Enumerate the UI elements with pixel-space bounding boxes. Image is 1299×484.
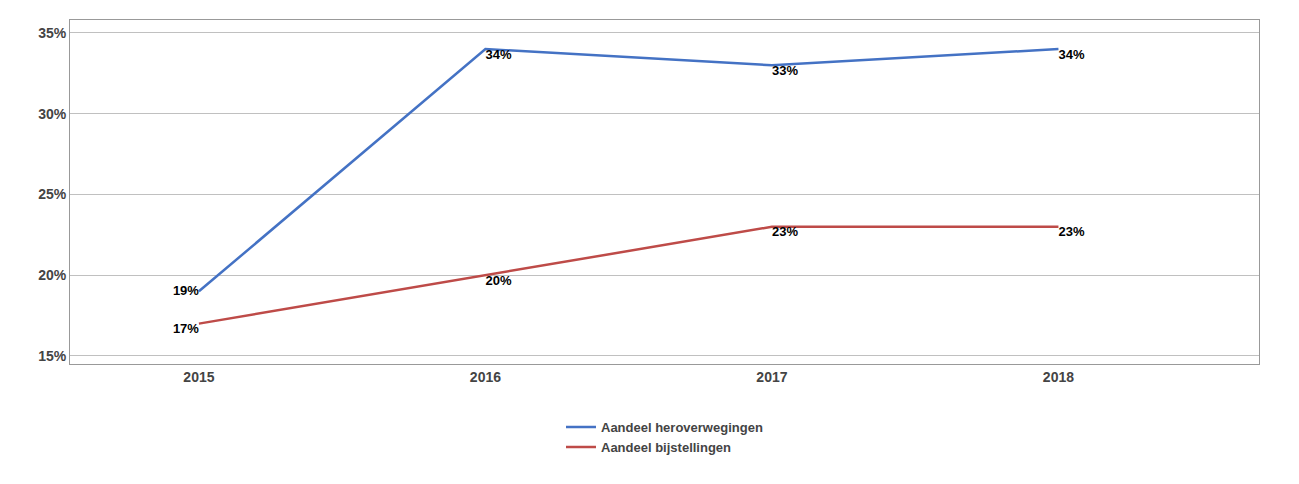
svg-text:35%: 35% <box>38 25 67 41</box>
svg-text:23%: 23% <box>1058 224 1084 239</box>
svg-text:33%: 33% <box>772 63 798 78</box>
svg-text:19%: 19% <box>173 283 199 298</box>
svg-text:2017: 2017 <box>756 369 787 385</box>
svg-text:23%: 23% <box>772 224 798 239</box>
svg-text:20%: 20% <box>38 267 67 283</box>
svg-text:30%: 30% <box>38 106 67 122</box>
svg-text:15%: 15% <box>38 348 67 364</box>
svg-text:2018: 2018 <box>1043 369 1074 385</box>
svg-text:17%: 17% <box>173 321 199 336</box>
svg-text:Aandeel bijstellingen: Aandeel bijstellingen <box>601 440 731 455</box>
svg-text:20%: 20% <box>485 273 511 288</box>
svg-text:Aandeel heroverwegingen: Aandeel heroverwegingen <box>601 420 763 435</box>
svg-text:34%: 34% <box>485 47 511 62</box>
svg-text:34%: 34% <box>1058 47 1084 62</box>
svg-text:2015: 2015 <box>183 369 214 385</box>
svg-text:2016: 2016 <box>470 369 501 385</box>
svg-text:25%: 25% <box>38 186 67 202</box>
